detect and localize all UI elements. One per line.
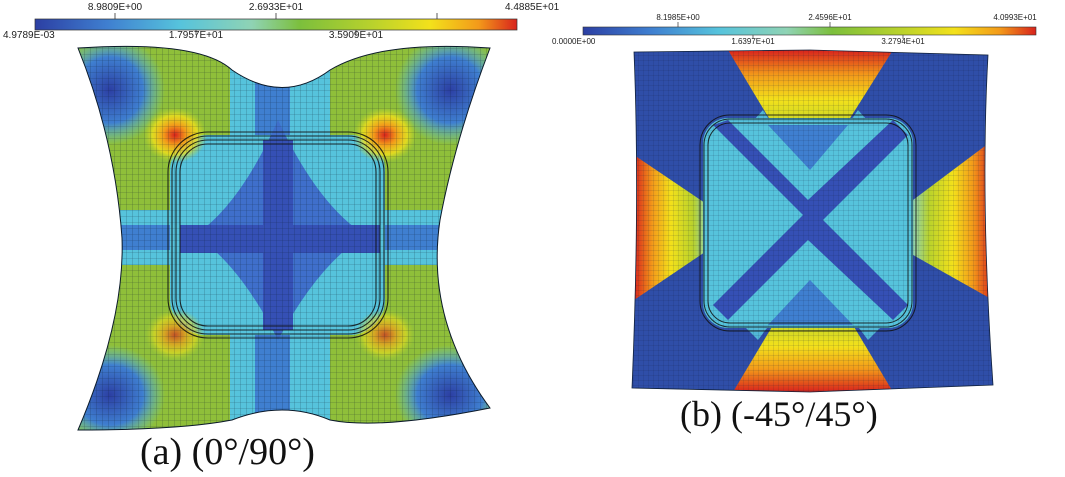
colorbar-a-label-bottom-3: 3.5909E+01	[328, 30, 384, 41]
colorbar-b-label-top-2: 2.4596E+01	[808, 13, 852, 22]
panel-a-graphics	[34, 13, 518, 431]
caption-b: (b) (-45°/45°)	[680, 394, 878, 434]
colorbar-a-label-top-3: 4.4885E+01	[505, 2, 560, 13]
deformed-blank-b	[632, 50, 993, 392]
colorbar-a-label-bottom-2: 1.7957E+01	[168, 30, 224, 41]
panel-b: 8.1985E+00 2.4596E+01 4.0993E+01 0.0000E…	[548, 0, 1065, 477]
colorbar-a-label-top-1: 8.9809E+00	[87, 2, 143, 13]
panel-b-graphics	[582, 22, 1037, 393]
colorbar-b-label-bottom-3: 3.2794E+01	[881, 37, 925, 46]
colorbar-b-label-bottom-2: 1.6397E+01	[731, 37, 775, 46]
colorbar-b-label-top-1: 8.1985E+00	[656, 13, 700, 22]
colorbar-b-label-top-3: 4.0993E+01	[993, 13, 1037, 22]
panel-a: 8.9809E+00 2.6933E+01 4.4885E+01 4.9789E…	[3, 2, 559, 474]
colorbar-a-label-bottom-1: 4.9789E-03	[3, 30, 55, 41]
colorbar-b-ticks	[677, 22, 904, 39]
colorbar-a-ticks	[114, 13, 438, 35]
colorbar-a	[34, 18, 518, 31]
colorbar-b	[582, 26, 1037, 36]
colorbar-b-label-bottom-1: 0.0000E+00	[552, 37, 596, 46]
colorbar-a-label-top-2: 2.6933E+01	[248, 2, 304, 13]
caption-a: (a) (0°/90°)	[140, 431, 315, 473]
